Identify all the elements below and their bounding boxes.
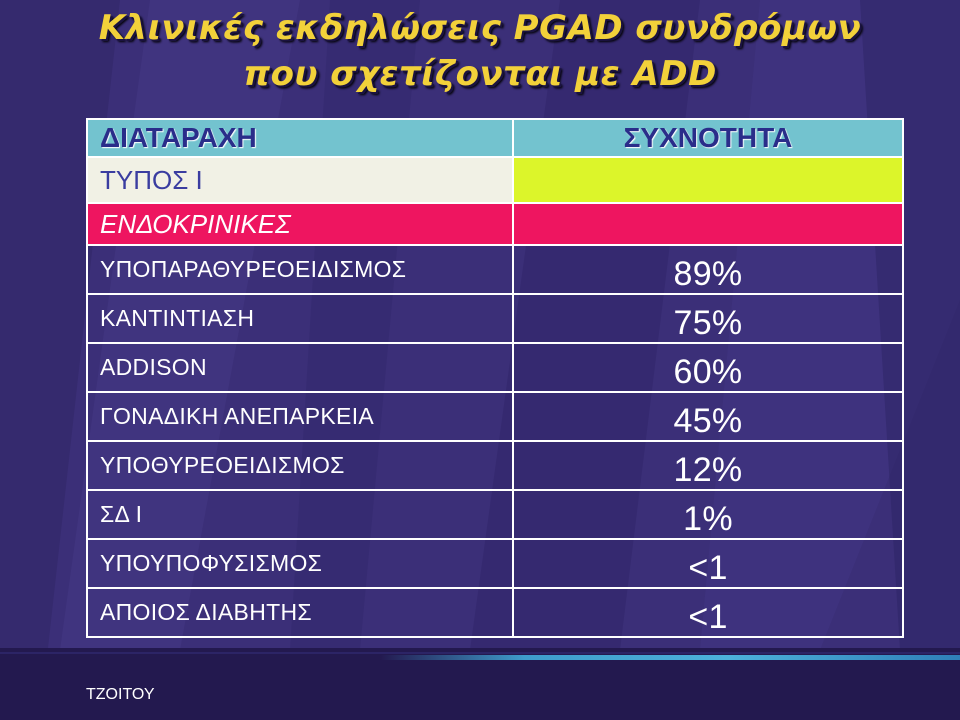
category-label: ΕΝΔΟΚΡΙΝΙΚΕΣ — [86, 202, 514, 246]
table-row: ADDISON 60% — [86, 342, 904, 393]
disorder-frequency: 89% — [512, 244, 904, 295]
type-row: ΤΥΠΟΣ Ι — [86, 156, 904, 204]
type-label: ΤΥΠΟΣ Ι — [86, 156, 514, 204]
disorder-frequency: 1% — [512, 489, 904, 540]
disorder-name: ΑΠΟΙΟΣ ΔΙΑΒΗΤΗΣ — [86, 587, 514, 638]
type-value-cell — [512, 156, 904, 204]
disorder-name: ΥΠΟΠΑΡΑΘΥΡΕΟΕΙΔΙΣΜΟΣ — [86, 244, 514, 295]
slide-title-line-1: Κλινικές εκδηλώσεις PGAD συνδρόμων — [98, 8, 862, 48]
header-disorder: ΔΙΑΤΑΡΑΧΗ — [86, 118, 514, 158]
disorder-frequency: 12% — [512, 440, 904, 491]
footer-divider — [0, 652, 960, 654]
disorder-frequency: 75% — [512, 293, 904, 344]
disorder-name: ΣΔ Ι — [86, 489, 514, 540]
disorder-frequency-table: ΔΙΑΤΑΡΑΧΗ ΣΥΧΝΟΤΗΤΑ ΤΥΠΟΣ Ι ΕΝΔΟΚΡΙΝΙΚΕΣ… — [86, 118, 904, 638]
table-row: ΥΠΟΠΑΡΑΘΥΡΕΟΕΙΔΙΣΜΟΣ 89% — [86, 244, 904, 295]
footer-accent-line — [380, 655, 960, 660]
table-row: ΓΟΝΑΔΙΚΗ ΑΝΕΠΑΡΚΕΙΑ 45% — [86, 391, 904, 442]
disorder-name: ΥΠΟΘΥΡΕΟΕΙΔΙΣΜΟΣ — [86, 440, 514, 491]
disorder-name: ADDISON — [86, 342, 514, 393]
disorder-frequency: 45% — [512, 391, 904, 442]
disorder-frequency: 60% — [512, 342, 904, 393]
author-label: ΤΖΟΙΤΟΥ — [86, 686, 155, 703]
disorder-frequency: <1 — [512, 538, 904, 589]
footer-band — [0, 648, 960, 720]
disorder-name: ΓΟΝΑΔΙΚΗ ΑΝΕΠΑΡΚΕΙΑ — [86, 391, 514, 442]
disorder-name: ΥΠΟΥΠΟΦΥΣΙΣΜΟΣ — [86, 538, 514, 589]
table-row: ΥΠΟΘΥΡΕΟΕΙΔΙΣΜΟΣ 12% — [86, 440, 904, 491]
table-row: ΑΠΟΙΟΣ ΔΙΑΒΗΤΗΣ <1 — [86, 587, 904, 638]
table-header-row: ΔΙΑΤΑΡΑΧΗ ΣΥΧΝΟΤΗΤΑ — [86, 118, 904, 158]
table-row: ΥΠΟΥΠΟΦΥΣΙΣΜΟΣ <1 — [86, 538, 904, 589]
header-frequency: ΣΥΧΝΟΤΗΤΑ — [512, 118, 904, 158]
table-row: ΣΔ Ι 1% — [86, 489, 904, 540]
category-value-cell — [512, 202, 904, 246]
slide-title-line-2: που σχετίζονται με ADD — [243, 54, 717, 94]
disorder-frequency: <1 — [512, 587, 904, 638]
category-row: ΕΝΔΟΚΡΙΝΙΚΕΣ — [86, 202, 904, 246]
disorder-name: ΚΑΝΤΙΝΤΙΑΣΗ — [86, 293, 514, 344]
table-row: ΚΑΝΤΙΝΤΙΑΣΗ 75% — [86, 293, 904, 344]
